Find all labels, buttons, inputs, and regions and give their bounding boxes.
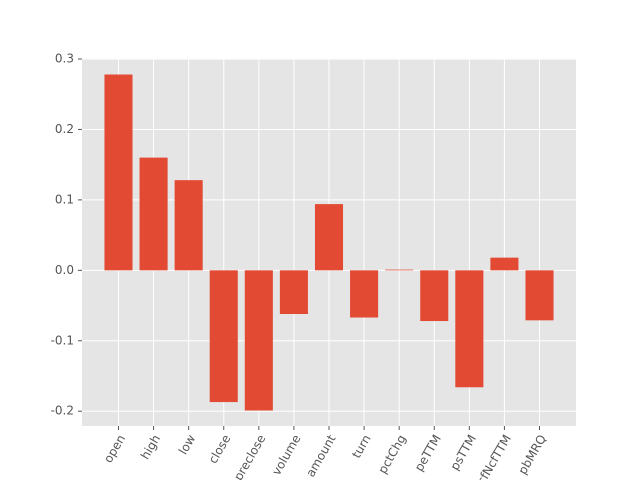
x-tick-label: psTTM [448, 432, 479, 472]
bar [525, 270, 554, 321]
bar [174, 180, 203, 271]
x-tick-label: pctChg [375, 432, 408, 476]
y-tick-label: -0.1 [51, 333, 74, 347]
y-tick-label: 0.1 [55, 192, 74, 206]
x-tick-label: high [138, 432, 163, 462]
bar [455, 270, 484, 388]
x-tick-label: amount [303, 432, 338, 479]
bar [104, 74, 133, 271]
bar [385, 269, 414, 271]
bar [209, 270, 238, 403]
bar [420, 270, 449, 322]
y-tick-label: 0.3 [55, 52, 74, 66]
bar [139, 157, 168, 271]
x-tick-label: low [176, 432, 198, 457]
bar [279, 270, 308, 314]
x-tick-label: preclose [231, 432, 268, 480]
x-tick-label: volume [269, 432, 303, 478]
y-tick-label: 0.2 [55, 122, 74, 136]
x-tick-label: open [101, 432, 128, 465]
bar [244, 270, 273, 411]
x-tick-label: turn [349, 432, 373, 460]
x-tick-label: peTTM [412, 432, 444, 473]
bar [490, 257, 519, 271]
x-tick-label: close [206, 432, 234, 466]
bar [350, 270, 379, 318]
x-tick-label: pbMRQ [515, 432, 549, 477]
y-tick-label: 0.0 [55, 263, 74, 277]
bar [314, 204, 344, 271]
y-tick-label: -0.2 [51, 404, 74, 418]
